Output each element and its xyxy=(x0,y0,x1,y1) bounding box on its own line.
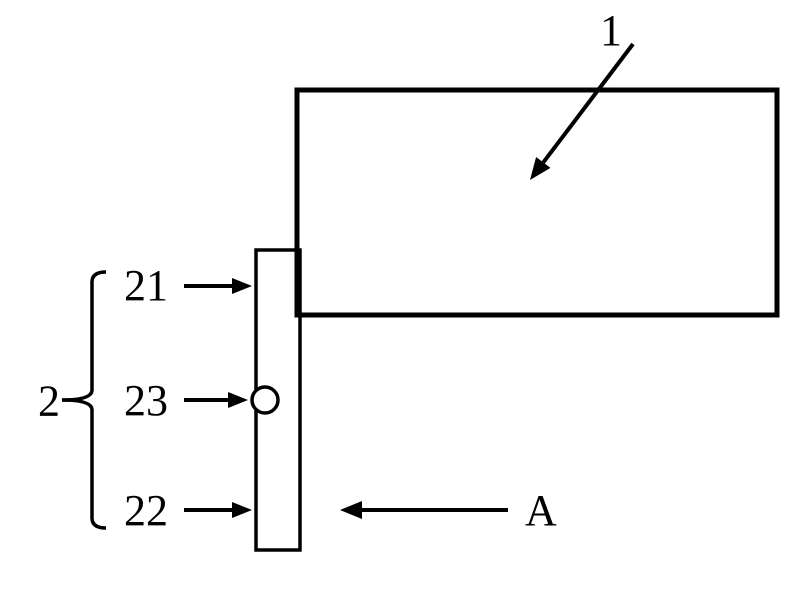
pivot-circle xyxy=(252,387,278,413)
brace-upper xyxy=(62,272,106,400)
callout-line xyxy=(543,44,633,162)
label-23: 23 xyxy=(124,376,168,425)
callout-arrowhead xyxy=(340,501,362,519)
brace-lower xyxy=(62,400,106,528)
callout-arrowhead xyxy=(232,502,252,518)
callout-arrowhead xyxy=(530,157,550,180)
label-2: 2 xyxy=(38,376,60,425)
callout-arrowhead xyxy=(232,278,252,294)
label-1: 1 xyxy=(600,6,622,55)
label-A: A xyxy=(525,486,557,535)
label-22: 22 xyxy=(124,486,168,535)
label-21: 21 xyxy=(124,261,168,310)
callout-arrowhead xyxy=(228,392,248,408)
block-1 xyxy=(297,90,777,315)
